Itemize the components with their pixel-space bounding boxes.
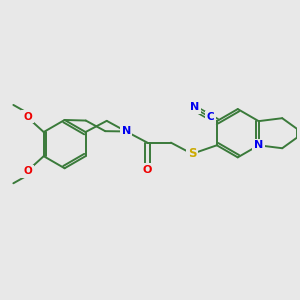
Text: N: N bbox=[254, 140, 263, 150]
Text: O: O bbox=[23, 112, 32, 122]
Text: N: N bbox=[190, 102, 200, 112]
Text: S: S bbox=[188, 147, 197, 160]
Text: O: O bbox=[143, 165, 152, 175]
Text: O: O bbox=[23, 167, 32, 176]
Text: C: C bbox=[206, 112, 214, 122]
Text: N: N bbox=[122, 126, 131, 136]
